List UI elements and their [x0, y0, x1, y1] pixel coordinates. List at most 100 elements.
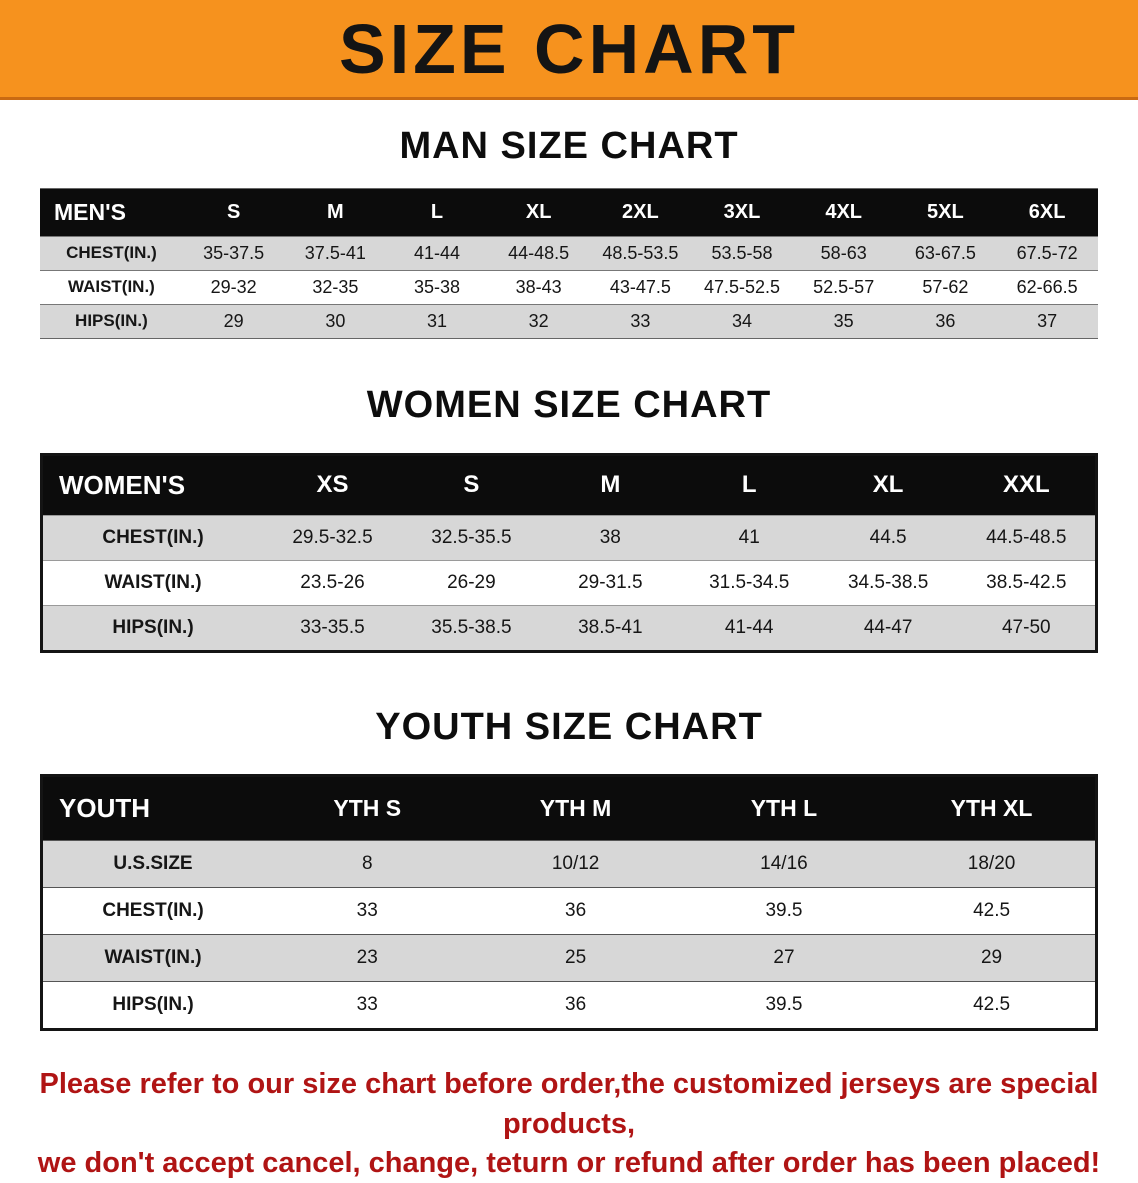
- size-value-cell: 10/12: [551, 853, 600, 875]
- size-value-cell: 63-67.5: [914, 242, 976, 263]
- size-value-cell: 32-35: [312, 276, 359, 297]
- men-size-section: MAN SIZE CHART MEN'S S M L XL 2XL 3XL 4XL 5XL 6XL…: [0, 125, 1138, 339]
- size-value-cell: 44-47: [863, 616, 913, 638]
- size-column-header: M: [540, 454, 680, 516]
- size-value-cell: 29: [980, 947, 1003, 969]
- size-value-cell: 35.5-38.5: [431, 616, 512, 638]
- size-value-cell: 23: [356, 947, 378, 969]
- size-value-cell: 29-32: [210, 276, 257, 297]
- size-value-cell: 36: [565, 900, 587, 922]
- youth-size-section: YOUTH SIZE CHART YOUTH YTH S YTH M YTH L YTH…: [0, 705, 1138, 1032]
- size-column-header: L: [679, 454, 819, 516]
- size-column-header: 6XL: [996, 188, 1098, 237]
- youth-size-table: YOUTH YTH S YTH M YTH L YTH XL U.S.SIZE 8 10/12…: [40, 774, 1098, 1032]
- men-size-table: MEN'S S M L XL 2XL 3XL 4XL 5XL 6XL CHEST(IN.) 35-37…: [40, 187, 1098, 339]
- size-value-cell: 53.5-58: [711, 242, 773, 263]
- size-column-header: YTH L: [679, 775, 889, 841]
- size-value-cell: 33: [356, 900, 378, 922]
- size-column-header: 2XL: [589, 188, 692, 237]
- size-value-cell: 26-29: [447, 571, 496, 593]
- size-value-cell: 33-35.5: [300, 616, 365, 638]
- size-value-cell: 35-37.5: [203, 242, 265, 263]
- size-value-cell: 47-50: [1001, 616, 1051, 638]
- size-value-cell: 37: [1037, 310, 1058, 331]
- man-size-chart-heading: MAN SIZE CHART: [399, 125, 739, 167]
- row-label-cell: WAIST(IN.): [104, 947, 202, 969]
- table-row: WAIST(IN.) 29-32 32-35 35-38 38-43 43-47.5 47.…: [40, 270, 1098, 305]
- row-label-cell: HIPS(IN.): [75, 311, 148, 331]
- size-column-header: YTH XL: [888, 775, 1097, 841]
- size-value-cell: 44.5-48.5: [986, 526, 1067, 548]
- table-row: WAIST(IN.) 23.5-26 26-29 29-31.5 31.5-34.5 34…: [41, 560, 1097, 606]
- size-value-cell: 38.5-41: [578, 616, 643, 638]
- size-value-cell: 41-44: [724, 616, 774, 638]
- table-name-cell: MEN'S: [40, 188, 183, 237]
- size-value-cell: 29: [223, 310, 244, 331]
- size-column-header: M: [284, 188, 387, 237]
- table-row: HIPS(IN.) 33 36 39.5 42.5: [41, 981, 1097, 1030]
- size-column-header: 3XL: [691, 188, 793, 237]
- table-header-row: YOUTH YTH S YTH M YTH L YTH XL: [41, 775, 1097, 841]
- size-column-header: L: [386, 188, 488, 237]
- size-value-cell: 41-44: [413, 242, 461, 263]
- size-value-cell: 52.5-57: [813, 276, 875, 297]
- table-header-row: MEN'S S M L XL 2XL 3XL 4XL 5XL 6XL: [40, 188, 1098, 237]
- table-row: CHEST(IN.) 29.5-32.5 32.5-35.5 38 41 44.5 44.5…: [41, 515, 1097, 561]
- size-value-cell: 8: [361, 853, 373, 875]
- size-value-cell: 57-62: [922, 276, 969, 297]
- row-label-cell: WAIST(IN.): [67, 277, 155, 297]
- size-value-cell: 25: [565, 947, 587, 969]
- women-size-table: WOMEN'S XS S M L XL XXL CHEST(IN.) 29.5-32.5 32.5…: [40, 452, 1098, 653]
- size-value-cell: 33: [356, 994, 378, 1016]
- size-value-cell: 48.5-53.5: [602, 242, 679, 263]
- size-value-cell: 38-43: [515, 276, 562, 297]
- size-value-cell: 42.5: [973, 994, 1011, 1016]
- table-row: WAIST(IN.) 23 25 27 29: [41, 934, 1097, 982]
- size-column-header: S: [182, 188, 285, 237]
- size-value-cell: 39.5: [765, 994, 803, 1016]
- size-value-cell: 47.5-52.5: [703, 276, 781, 297]
- size-value-cell: 39.5: [765, 900, 803, 922]
- table-name-cell: YOUTH: [41, 775, 264, 841]
- row-label-cell: HIPS(IN.): [112, 994, 194, 1016]
- table-row: CHEST(IN.) 33 36 39.5 42.5: [41, 887, 1097, 935]
- size-value-cell: 36: [565, 994, 587, 1016]
- size-chart-banner: SIZE CHART: [0, 0, 1138, 100]
- size-value-cell: 43-47.5: [609, 276, 671, 297]
- size-value-cell: 44.5: [869, 526, 907, 548]
- size-value-cell: 42.5: [973, 900, 1011, 922]
- table-row: CHEST(IN.) 35-37.5 37.5-41 41-44 44-48.5 48.5…: [40, 236, 1098, 271]
- size-value-cell: 44-48.5: [508, 242, 570, 263]
- size-value-cell: 29.5-32.5: [292, 526, 373, 548]
- size-value-cell: 34.5-38.5: [847, 571, 929, 593]
- disclaimer-line-1: Please refer to our size chart before or…: [39, 1068, 1099, 1140]
- disclaimer: Please refer to our size chart before or…: [0, 1065, 1138, 1182]
- size-column-header: YTH S: [263, 775, 472, 841]
- row-label-cell: CHEST(IN.): [102, 526, 204, 548]
- size-value-cell: 18/20: [967, 853, 1016, 875]
- table-row: U.S.SIZE 8 10/12 14/16 18/20: [41, 840, 1097, 888]
- size-value-cell: 35: [833, 310, 854, 331]
- size-value-cell: 31.5-34.5: [709, 571, 790, 593]
- size-column-header: YTH M: [471, 775, 680, 841]
- size-value-cell: 37.5-41: [304, 242, 366, 263]
- size-value-cell: 31: [426, 310, 448, 331]
- women-size-section: WOMEN SIZE CHART WOMEN'S XS S M L XL XXL CHEST(…: [0, 384, 1138, 653]
- size-value-cell: 27: [773, 947, 795, 969]
- size-value-cell: 32.5-35.5: [431, 526, 512, 548]
- row-label-cell: WAIST(IN.): [104, 571, 202, 593]
- size-value-cell: 33: [630, 310, 651, 331]
- size-column-header: S: [401, 454, 541, 516]
- disclaimer-line-2: we don't accept cancel, change, teturn o…: [37, 1146, 1101, 1179]
- size-column-header: 4XL: [792, 188, 895, 237]
- size-value-cell: 41: [738, 526, 760, 548]
- size-column-header: XL: [487, 188, 590, 237]
- size-value-cell: 29-31.5: [578, 571, 643, 593]
- youth-size-chart-heading: YOUTH SIZE CHART: [375, 705, 763, 748]
- size-value-cell: 36: [935, 310, 956, 331]
- size-column-header: XS: [263, 454, 402, 516]
- size-value-cell: 58-63: [820, 242, 867, 263]
- table-row: HIPS(IN.) 33-35.5 35.5-38.5 38.5-41 41-44 44-…: [41, 605, 1097, 652]
- size-value-cell: 35-38: [413, 276, 461, 297]
- row-label-cell: U.S.SIZE: [113, 853, 193, 875]
